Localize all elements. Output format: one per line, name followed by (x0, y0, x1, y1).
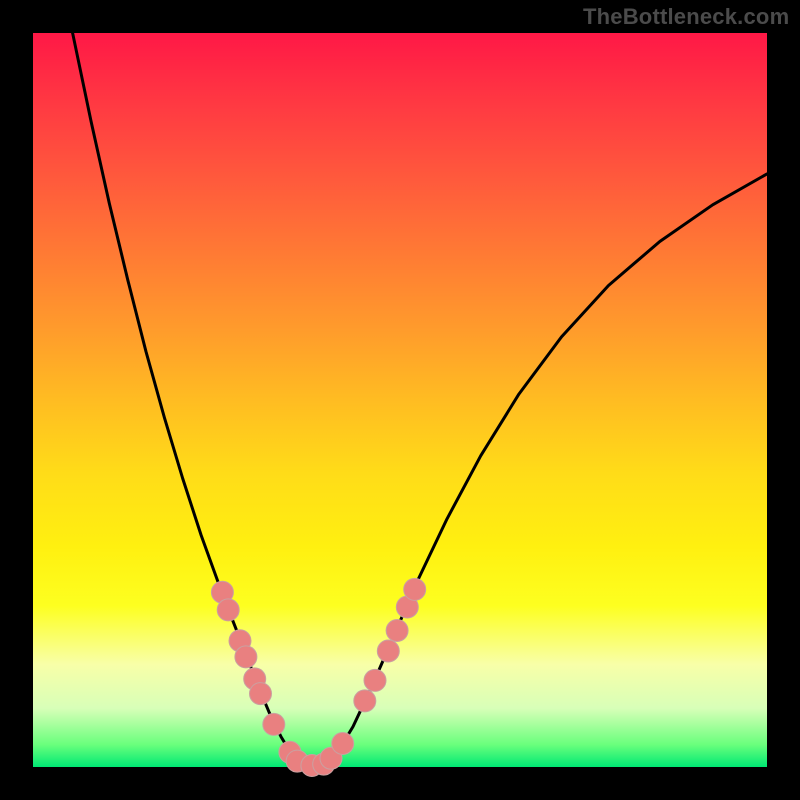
data-marker (235, 646, 257, 668)
bottleneck-curve (73, 33, 767, 767)
data-marker (332, 733, 354, 755)
chart-svg (0, 0, 800, 800)
data-marker (364, 669, 386, 691)
chart-frame: TheBottleneck.com (0, 0, 800, 800)
data-marker (377, 640, 399, 662)
data-marker (354, 690, 376, 712)
marker-group (211, 578, 425, 776)
data-marker (386, 620, 408, 642)
data-marker (263, 713, 285, 735)
data-marker (217, 599, 239, 621)
data-marker (404, 578, 426, 600)
watermark-text: TheBottleneck.com (583, 4, 789, 30)
data-marker (250, 683, 272, 705)
